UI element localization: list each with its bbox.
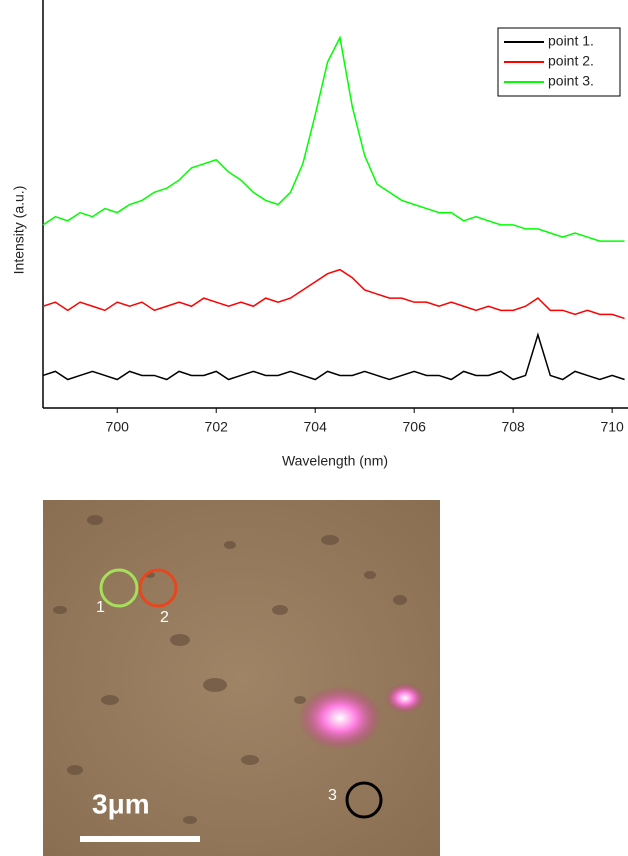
x-tick-label: 704 [304,419,328,435]
marker-circle [99,568,139,608]
bright-spot [298,686,382,750]
series-line [42,268,625,320]
micrograph: 1 2 3 3μm [43,500,440,856]
dark-spots [53,515,407,824]
legend-label: point 1. [548,33,594,49]
point-label: 1 [96,599,105,616]
scale-bar-label: 3μm [92,788,150,819]
legend-label: point 2. [548,53,594,69]
scale-bar [80,836,200,842]
bright-spot [385,683,425,713]
micrograph-background [43,500,440,856]
legend-box [497,27,621,97]
marker-circle [345,781,383,819]
x-axis-label: Wavelength (nm) [282,453,388,469]
marker-circle [138,568,178,608]
legend-label: point 3. [548,73,594,89]
x-tick-label: 702 [205,419,229,435]
x-tick-label: 708 [501,419,525,435]
x-tick-label: 700 [106,419,130,435]
point-label: 2 [160,609,169,626]
x-tick-label: 706 [403,419,427,435]
series-line [42,332,625,381]
point-label: 3 [328,787,337,804]
y-axis-label: Intensity (a.u.) [11,186,27,275]
series-line [42,35,625,242]
x-tick-label: 710 [600,419,624,435]
